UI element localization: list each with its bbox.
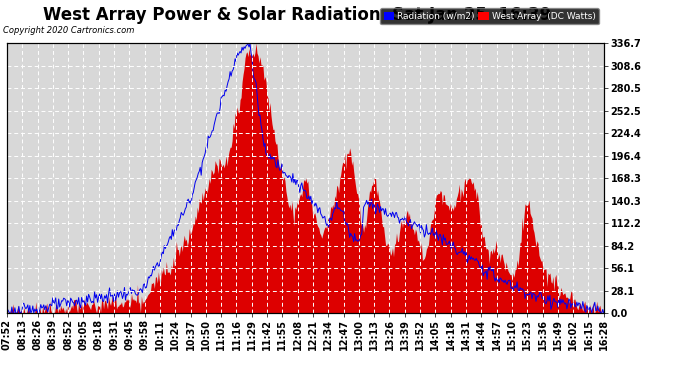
Text: Copyright 2020 Cartronics.com: Copyright 2020 Cartronics.com (3, 26, 135, 35)
Text: West Array Power & Solar Radiation  Sat Jan 25  16:39: West Array Power & Solar Radiation Sat J… (43, 6, 551, 24)
Legend: Radiation (w/m2), West Array  (DC Watts): Radiation (w/m2), West Array (DC Watts) (380, 8, 599, 24)
